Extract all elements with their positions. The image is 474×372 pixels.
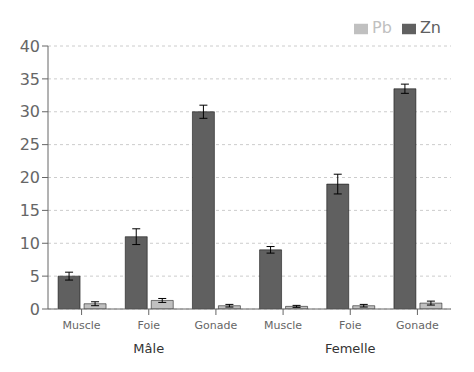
svg-text:40: 40 xyxy=(20,37,40,56)
svg-text:35: 35 xyxy=(20,70,40,89)
svg-text:Femelle: Femelle xyxy=(325,341,376,356)
svg-text:Muscle: Muscle xyxy=(63,319,101,332)
svg-text:Foie: Foie xyxy=(138,319,161,332)
svg-text:Muscle: Muscle xyxy=(264,319,302,332)
svg-text:Gonade: Gonade xyxy=(396,319,439,332)
svg-text:10: 10 xyxy=(20,234,40,253)
svg-text:20: 20 xyxy=(20,168,40,187)
html-text:Zn: Zn xyxy=(419,18,441,37)
svg-text:25: 25 xyxy=(20,135,40,154)
svg-text:0: 0 xyxy=(30,300,40,319)
svg-text:Foie: Foie xyxy=(339,319,362,332)
svg-text:30: 30 xyxy=(20,102,40,121)
svg-text:Gonade: Gonade xyxy=(195,319,238,332)
svg-text:5: 5 xyxy=(30,267,40,286)
html-text:Pb: Pb xyxy=(372,18,392,37)
svg-text:15: 15 xyxy=(20,201,40,220)
svg-text:Mâle: Mâle xyxy=(133,341,164,356)
